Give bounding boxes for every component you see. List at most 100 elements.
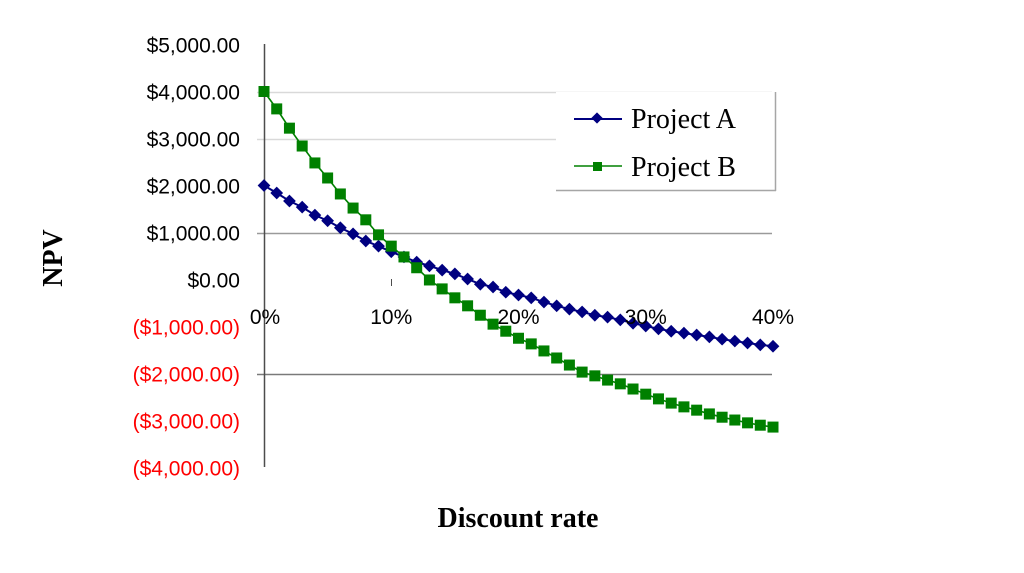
square-marker-icon <box>449 292 461 304</box>
diamond-marker-icon <box>690 328 704 342</box>
y-axis-title: NPV <box>38 229 69 287</box>
diamond-marker-icon <box>741 336 754 350</box>
square-marker-icon <box>474 309 486 321</box>
square-marker-icon <box>360 214 372 226</box>
diamond-marker-icon <box>333 221 347 235</box>
square-marker-icon <box>487 318 499 330</box>
series-project-b <box>258 86 779 433</box>
square-marker-icon <box>665 397 677 409</box>
square-marker-icon <box>652 393 664 405</box>
square-marker-icon <box>436 283 448 295</box>
square-marker-icon <box>551 352 563 364</box>
diamond-marker-icon <box>524 291 538 305</box>
square-marker-icon <box>767 421 779 433</box>
diamond-marker-icon <box>753 338 767 352</box>
x-axis-title: Discount rate <box>438 503 599 534</box>
legend-label-project-a: Project A <box>631 104 737 135</box>
square-marker-icon <box>754 419 766 431</box>
legend-item-project-a: Project A <box>574 104 737 135</box>
square-marker-icon <box>411 262 423 274</box>
square-marker-icon <box>258 86 270 97</box>
y-tick-label: ($2,000.00) <box>133 364 240 387</box>
diamond-marker-icon <box>270 186 284 200</box>
legend-label-project-b: Project B <box>631 152 736 183</box>
square-marker-icon <box>347 202 359 214</box>
y-tick-label: $1,000.00 <box>147 223 240 246</box>
diamond-marker-icon <box>283 194 296 208</box>
square-marker-icon <box>423 274 435 286</box>
y-tick-label: $2,000.00 <box>147 176 240 199</box>
square-marker-icon <box>513 332 524 344</box>
diamond-marker-icon <box>677 326 691 340</box>
diamond-marker-icon <box>295 200 309 214</box>
diamond-marker-icon <box>588 308 602 322</box>
y-tick-label: ($3,000.00) <box>133 411 240 434</box>
x-tick-label: 40% <box>752 306 794 329</box>
y-tick-label: $3,000.00 <box>147 129 240 152</box>
diamond-marker-icon <box>550 299 564 313</box>
diamond-marker-icon <box>766 339 780 353</box>
legend: Project A Project B <box>556 92 777 192</box>
square-marker-icon <box>462 300 474 312</box>
square-marker-icon <box>322 172 334 184</box>
square-marker-icon <box>563 359 575 371</box>
square-marker-icon <box>614 378 626 390</box>
diamond-marker-icon <box>423 259 436 273</box>
x-tick-label: 30% <box>625 306 667 329</box>
x-tick-label: 0% <box>250 306 280 329</box>
square-marker-icon <box>296 140 308 152</box>
square-marker-icon <box>538 345 550 357</box>
square-marker-icon <box>691 404 703 416</box>
diamond-marker-icon <box>563 302 576 316</box>
diamond-marker-icon <box>257 179 271 192</box>
diamond-marker-icon <box>435 263 449 277</box>
square-marker-icon <box>716 411 728 423</box>
x-tick-label: 10% <box>370 306 412 329</box>
square-marker-icon <box>525 338 537 350</box>
y-tick-label: ($4,000.00) <box>133 458 240 481</box>
x-tick-label: 20% <box>497 306 539 329</box>
square-marker-icon <box>385 240 397 252</box>
square-marker-icon <box>309 157 321 169</box>
legend-background <box>556 92 776 191</box>
square-marker-icon <box>703 408 715 420</box>
diamond-marker-icon <box>499 285 513 299</box>
x-axis-tick-labels: 0% 10% 20% 30% 40% <box>250 306 794 329</box>
square-marker-icon <box>500 325 512 337</box>
square-marker-icon <box>729 414 741 426</box>
diamond-marker-icon <box>473 277 487 291</box>
y-axis-tick-labels: $5,000.00 $4,000.00 $3,000.00 $2,000.00 $1,0… <box>133 35 240 481</box>
square-marker-icon <box>742 417 754 429</box>
square-marker-icon <box>593 162 602 171</box>
diamond-marker-icon <box>703 330 716 344</box>
square-marker-icon <box>398 251 410 263</box>
square-marker-icon <box>271 103 283 115</box>
diamond-marker-icon <box>346 227 360 241</box>
square-marker-icon <box>334 188 346 200</box>
diamond-marker-icon <box>728 334 742 348</box>
diamond-marker-icon <box>601 310 614 324</box>
square-marker-icon <box>627 383 639 395</box>
square-marker-icon <box>602 374 614 386</box>
y-tick-label: $4,000.00 <box>147 82 240 105</box>
diamond-marker-icon <box>321 214 334 228</box>
diamond-marker-icon <box>308 208 322 222</box>
square-marker-icon <box>373 229 385 241</box>
square-marker-icon <box>283 122 295 134</box>
square-marker-icon <box>589 370 601 382</box>
diamond-marker-icon <box>575 305 589 319</box>
diamond-marker-icon <box>372 239 385 253</box>
legend-item-project-b: Project B <box>574 152 736 183</box>
y-tick-label: ($1,000.00) <box>133 317 240 340</box>
diamond-marker-icon <box>486 280 500 294</box>
square-marker-icon <box>678 401 690 413</box>
square-marker-icon <box>576 366 588 378</box>
square-marker-icon <box>640 388 652 400</box>
diamond-marker-icon <box>461 272 474 286</box>
diamond-marker-icon <box>715 332 729 346</box>
y-tick-label: $5,000.00 <box>147 35 240 58</box>
y-tick-label: $0.00 <box>187 270 240 293</box>
diamond-marker-icon <box>448 267 462 281</box>
